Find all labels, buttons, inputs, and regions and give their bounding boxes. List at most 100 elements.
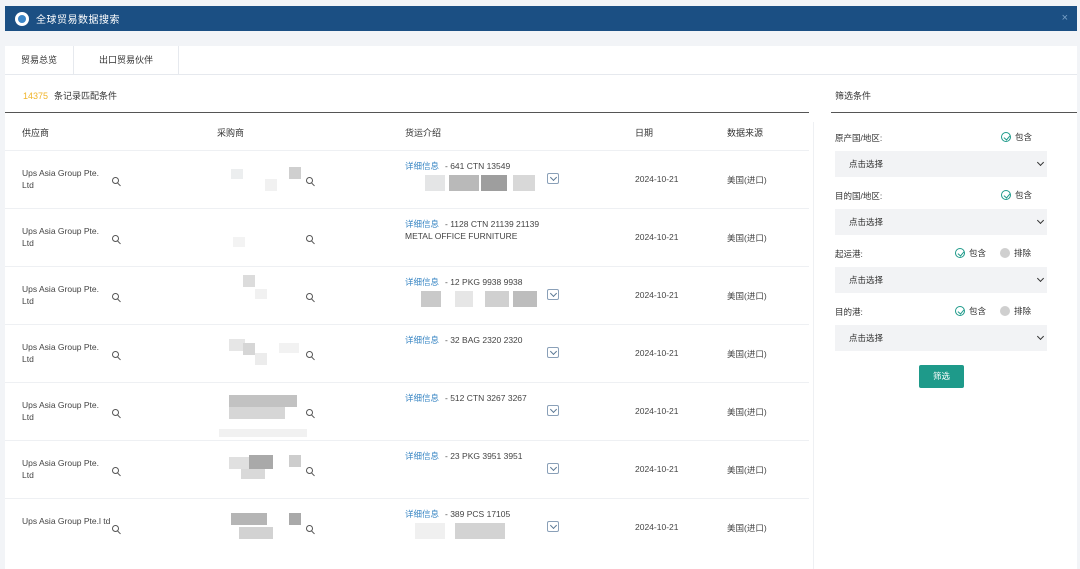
header-source: 数据来源 bbox=[727, 128, 764, 138]
detail-link[interactable]: 详细信息 bbox=[405, 219, 440, 229]
select-value: 点击选择 bbox=[849, 159, 884, 169]
supplier-name[interactable]: Ups Asia Group Pte. Ltd bbox=[22, 342, 100, 364]
row-date: 2024-10-21 bbox=[635, 174, 679, 184]
header-buyer: 采购商 bbox=[217, 128, 245, 138]
chevron-down-icon[interactable] bbox=[547, 347, 559, 358]
window-titlebar: 全球贸易数据搜索 × bbox=[5, 6, 1077, 31]
result-count: 14375 条记录匹配条件 bbox=[23, 89, 117, 102]
dest-country-label: 目的国/地区: bbox=[835, 191, 883, 201]
buyer-redacted bbox=[225, 275, 297, 311]
tab-export-partners[interactable]: 出口贸易伙伴 bbox=[74, 46, 180, 75]
chevron-down-icon[interactable] bbox=[547, 173, 559, 184]
result-count-number: 14375 bbox=[23, 91, 49, 101]
detail-link[interactable]: 详细信息 bbox=[405, 161, 440, 171]
departure-port-exclude-option[interactable]: 排除 bbox=[1000, 247, 1031, 259]
goods-description: 详细信息 - 389 PCS 17105 bbox=[405, 508, 545, 520]
supplier-name[interactable]: Ups Asia Group Pte.l td bbox=[22, 516, 111, 526]
goods-redacted bbox=[415, 175, 539, 191]
search-icon[interactable] bbox=[112, 409, 119, 416]
search-icon[interactable] bbox=[112, 525, 119, 532]
origin-select[interactable]: 点击选择 bbox=[835, 151, 1047, 177]
search-icon[interactable] bbox=[306, 351, 313, 358]
chevron-down-icon[interactable] bbox=[547, 521, 559, 532]
detail-link[interactable]: 详细信息 bbox=[405, 509, 440, 519]
check-circle-icon[interactable] bbox=[955, 248, 965, 258]
supplier-name[interactable]: Ups Asia Group Pte. Ltd bbox=[22, 458, 100, 480]
row-source: 美国(进口) bbox=[727, 233, 767, 243]
search-icon[interactable] bbox=[112, 293, 119, 300]
row-source: 美国(进口) bbox=[727, 523, 767, 533]
departure-port-include-option[interactable]: 包含 bbox=[955, 247, 986, 259]
search-icon[interactable] bbox=[306, 235, 313, 242]
check-circle-icon[interactable] bbox=[955, 306, 965, 316]
detail-link[interactable]: 详细信息 bbox=[405, 451, 440, 461]
search-icon[interactable] bbox=[306, 293, 313, 300]
dest-country-select[interactable]: 点击选择 bbox=[835, 209, 1047, 235]
table-row[interactable]: Ups Asia Group Pte. Ltd 详细信息 - 641 CTN 13… bbox=[5, 150, 809, 208]
row-date: 2024-10-21 bbox=[635, 464, 679, 474]
goods-text: - 23 PKG 3951 3951 bbox=[445, 451, 523, 461]
select-value: 点击选择 bbox=[849, 217, 884, 227]
select-value: 点击选择 bbox=[849, 333, 884, 343]
dest-port-exclude-option[interactable]: 排除 bbox=[1000, 305, 1031, 317]
detail-link[interactable]: 详细信息 bbox=[405, 277, 440, 287]
supplier-name[interactable]: Ups Asia Group Pte. Ltd bbox=[22, 168, 100, 190]
goods-redacted bbox=[415, 291, 539, 307]
include-label: 包含 bbox=[969, 248, 987, 258]
supplier-name[interactable]: Ups Asia Group Pte. Ltd bbox=[22, 284, 100, 306]
search-icon[interactable] bbox=[306, 467, 313, 474]
search-icon[interactable] bbox=[112, 351, 119, 358]
radio-icon[interactable] bbox=[1000, 248, 1010, 258]
chevron-down-icon[interactable] bbox=[547, 289, 559, 300]
chevron-down-icon bbox=[1036, 158, 1045, 167]
origin-include-option[interactable]: 包含 bbox=[1001, 131, 1032, 143]
row-source: 美国(进口) bbox=[727, 349, 767, 359]
result-count-suffix: 条记录匹配条件 bbox=[54, 91, 118, 101]
tab-trade-overview[interactable]: 贸易总览 bbox=[5, 46, 75, 75]
table-row[interactable]: Ups Asia Group Pte. Ltd 详细信息 - 1128 CTN 2… bbox=[5, 208, 809, 266]
search-icon[interactable] bbox=[112, 235, 119, 242]
origin-label: 原产国/地区: bbox=[835, 133, 883, 143]
row-source: 美国(进口) bbox=[727, 291, 767, 301]
header-supplier: 供应商 bbox=[22, 128, 50, 138]
divider bbox=[831, 112, 1077, 113]
table-row[interactable]: Ups Asia Group Pte. Ltd 详细信息 - 23 PKG 395… bbox=[5, 440, 809, 498]
table-row[interactable]: Ups Asia Group Pte. Ltd 详细信息 - 12 PKG 993… bbox=[5, 266, 809, 324]
search-icon[interactable] bbox=[306, 177, 313, 184]
dest-port-select[interactable]: 点击选择 bbox=[835, 325, 1047, 351]
close-icon[interactable]: × bbox=[1061, 12, 1068, 24]
table-row[interactable]: Ups Asia Group Pte. Ltd 详细信息 - 512 CTN 32… bbox=[5, 382, 809, 440]
dest-country-include-option[interactable]: 包含 bbox=[1001, 189, 1032, 201]
search-icon[interactable] bbox=[112, 467, 119, 474]
buyer-redacted bbox=[225, 513, 301, 543]
table-row[interactable]: Ups Asia Group Pte. Ltd 详细信息 - 32 BAG 232… bbox=[5, 324, 809, 382]
detail-link[interactable]: 详细信息 bbox=[405, 393, 440, 403]
apply-filter-button[interactable]: 筛选 bbox=[919, 365, 964, 388]
chevron-down-icon[interactable] bbox=[547, 463, 559, 474]
goods-description: 详细信息 - 32 BAG 2320 2320 bbox=[405, 334, 545, 346]
chevron-down-icon bbox=[1036, 274, 1045, 283]
buyer-redacted bbox=[225, 165, 301, 195]
chevron-down-icon[interactable] bbox=[547, 405, 559, 416]
goods-redacted bbox=[415, 523, 539, 539]
goods-description: 详细信息 - 23 PKG 3951 3951 bbox=[405, 450, 545, 462]
check-circle-icon[interactable] bbox=[1001, 132, 1011, 142]
header-date: 日期 bbox=[635, 128, 654, 138]
check-circle-icon[interactable] bbox=[1001, 190, 1011, 200]
supplier-name[interactable]: Ups Asia Group Pte. Ltd bbox=[22, 400, 100, 422]
search-icon[interactable] bbox=[112, 177, 119, 184]
dest-port-include-option[interactable]: 包含 bbox=[955, 305, 986, 317]
goods-text: - 32 BAG 2320 2320 bbox=[445, 335, 523, 345]
departure-port-select[interactable]: 点击选择 bbox=[835, 267, 1047, 293]
chevron-down-icon bbox=[1036, 332, 1045, 341]
main-panel: 贸易总览 出口贸易伙伴 14375 条记录匹配条件 供应商 采购商 货运介绍 日期… bbox=[5, 46, 1077, 569]
table-row[interactable]: Ups Asia Group Pte.l td 详细信息 - 389 PCS 17… bbox=[5, 498, 809, 556]
supplier-name[interactable]: Ups Asia Group Pte. Ltd bbox=[22, 226, 100, 248]
app-logo-icon bbox=[15, 11, 29, 26]
search-icon[interactable] bbox=[306, 409, 313, 416]
goods-text: - 389 PCS 17105 bbox=[445, 509, 511, 519]
search-icon[interactable] bbox=[306, 525, 313, 532]
radio-icon[interactable] bbox=[1000, 306, 1010, 316]
detail-link[interactable]: 详细信息 bbox=[405, 335, 440, 345]
filter-title: 筛选条件 bbox=[835, 91, 872, 101]
